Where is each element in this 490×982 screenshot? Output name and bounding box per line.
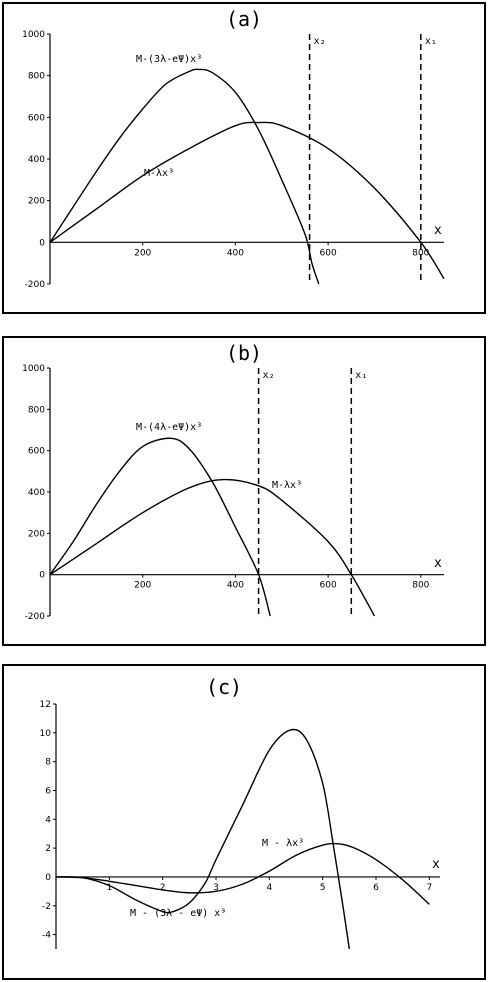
chart-b-y-tick-label: -200 [25, 612, 46, 622]
chart-c-x-tick-label: 4 [266, 883, 272, 893]
chart-a-series-label-1: M-λx³ [144, 168, 174, 179]
chart-c-series-label-1: M - λx³ [262, 838, 304, 849]
chart-c-y-tick-label: 2 [45, 844, 51, 854]
chart-a-y-tick-label: 200 [28, 197, 45, 207]
chart-b-x-tick-label: 200 [134, 581, 151, 591]
chart-c-y-tick-label: -4 [42, 931, 51, 941]
chart-b-title: (b) [226, 341, 262, 365]
chart-c-x-tick-label: 1 [106, 883, 112, 893]
chart-b-x-tick-label: 600 [320, 581, 337, 591]
chart-b-y-tick-label: 800 [28, 405, 45, 415]
chart-b-y-tick-label: 600 [28, 447, 45, 457]
chart-c-y-tick-label: -2 [42, 902, 51, 912]
chart-b-x-tick-label: 800 [412, 581, 429, 591]
chart-a-y-tick-label: 1000 [22, 30, 45, 40]
chart-a-y-tick-label: -200 [25, 280, 46, 290]
chart-c-y-tick-label: 0 [45, 873, 51, 883]
chart-a-y-tick-label: 600 [28, 113, 45, 123]
chart-c-x-tick-label: 7 [426, 883, 432, 893]
chart-c-y-tick-label: 8 [45, 758, 51, 768]
chart-a-y-tick-label: 400 [28, 155, 45, 165]
chart-b-series-line-1 [49, 478, 376, 617]
chart-c-y-tick-label: 12 [40, 700, 51, 710]
chart-panel-c: (c) 1 2 3 4 5 6 7 -4 -2 2 4 6 8 10 12 0 M - (3λ - eΨ) x³… [2, 664, 486, 980]
chart-a-x-tick-label: 600 [320, 248, 337, 258]
chart-c-x-tick-label: 6 [373, 883, 379, 893]
chart-c-x-axis-label: x [432, 857, 440, 872]
chart-c-y-tick-label: 4 [45, 815, 51, 825]
chart-b-y-tick-label: 200 [28, 529, 45, 539]
chart-b-x-tick-label: 400 [227, 581, 244, 591]
chart-a-series-label-0: M-(3λ-eΨ)x³ [136, 54, 202, 65]
chart-a-x-tick-label: 200 [134, 248, 151, 258]
chart-c-x-tick-label: 5 [320, 883, 326, 893]
chart-a-x-tick-label: 800 [412, 248, 429, 258]
chart-c-series-line-0 [55, 728, 351, 950]
chart-b-series-label-1: M-λx³ [272, 480, 302, 491]
chart-b-y-tick-label: 0 [39, 571, 45, 581]
chart-a-x-axis-label: x [434, 223, 442, 238]
chart-a-series-line-0 [49, 68, 320, 285]
chart-a-svg: (a) 200 400 600 800 -200 200 400 600 800 1000 0 x₂ x… [22, 7, 445, 290]
chart-a-y-tick-label: 800 [28, 72, 45, 82]
chart-c-series-line-1 [55, 842, 430, 905]
chart-b-y-tick-label: 400 [28, 488, 45, 498]
chart-c-x-tick-label: 3 [213, 883, 219, 893]
chart-a-title: (a) [226, 7, 262, 31]
chart-a-vline-label-x1: x₁ [425, 36, 437, 47]
chart-b-vline-label-x2: x₂ [263, 370, 275, 381]
chart-a-y-tick-label: 0 [39, 238, 45, 248]
chart-c-x-tick-label: 2 [160, 883, 166, 893]
chart-b-series-line-0 [49, 437, 271, 617]
chart-c-series-label-0: M - (3λ - eΨ) x³ [130, 908, 226, 919]
chart-b-x-axis-label: x [434, 556, 442, 571]
chart-panel-b: (b) 200 400 600 800 -200 200 400 600 800 1000 0 x₂ x… [2, 336, 486, 646]
chart-c-y-tick-label: 6 [45, 786, 51, 796]
chart-b-svg: (b) 200 400 600 800 -200 200 400 600 800 1000 0 x₂ x… [22, 341, 444, 622]
chart-a-vline-label-x2: x₂ [314, 36, 326, 47]
chart-b-series-label-0: M-(4λ-eΨ)x³ [136, 422, 202, 433]
chart-a-series-line-1 [49, 121, 445, 280]
chart-panel-a: (a) 200 400 600 800 -200 200 400 600 800 1000 0 x₂ x… [2, 2, 486, 314]
chart-c-y-tick-label: 10 [40, 729, 52, 739]
chart-b-y-tick-label: 1000 [22, 364, 45, 374]
chart-a-x-tick-label: 400 [227, 248, 244, 258]
chart-b-vline-label-x1: x₁ [355, 370, 367, 381]
chart-c-title: (c) [206, 675, 242, 699]
